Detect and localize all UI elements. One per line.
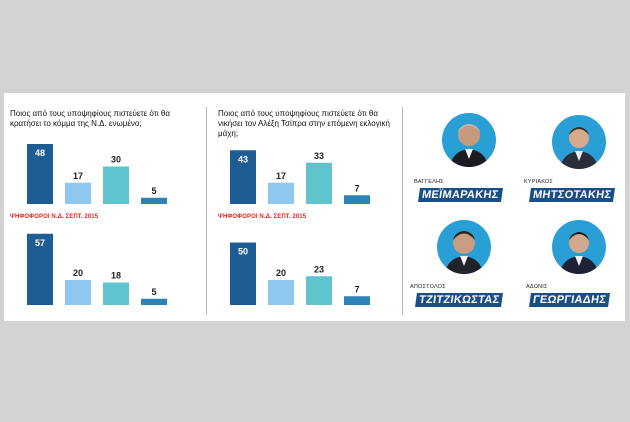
chart-1-group-2-value-label-3: 18	[111, 271, 121, 281]
divider-2	[402, 107, 403, 315]
chart-1-group-1-bar-1	[27, 144, 53, 204]
candidate-3-last-name: ΤΖΙΤΖΙΚΩΣΤΑΣ	[415, 293, 504, 307]
person-icon	[445, 231, 483, 274]
candidate-4-portrait	[552, 220, 606, 274]
chart-1-group-1-bar-3	[103, 166, 129, 204]
chart-1-group-2-bar-4	[141, 298, 167, 305]
chart-2-group-2-value-label-3: 23	[314, 264, 324, 274]
chart-2-group-2-bar-2	[268, 280, 294, 305]
chart-1-group-2-bar-3	[103, 282, 129, 305]
chart-1-group-2-value-label-2: 20	[73, 268, 83, 278]
person-icon	[560, 127, 598, 169]
chart-2-group-2-value-label-2: 20	[276, 268, 286, 278]
candidate-1-first-name: ΒΑΓΓΕΛΗΣ	[414, 179, 444, 185]
chart-2-group-2-bar-1	[230, 242, 256, 305]
person-icon	[560, 232, 598, 274]
candidate-2-last-name: ΜΗΤΣΟΤΑΚΗΣ	[529, 188, 616, 202]
chart-2-group-1-bar-1	[230, 150, 256, 204]
chart-1-group-2-value-label-1: 57	[35, 238, 45, 248]
chart-2-group-2-bar-4	[344, 296, 370, 305]
candidate-4-first-name: ΑΔΩΝΙΣ	[526, 284, 548, 290]
person-icon	[450, 124, 488, 167]
divider-1	[206, 107, 207, 315]
chart-1-group-1-value-label-3: 30	[111, 155, 121, 165]
chart-1-group-2-bar-1	[27, 233, 53, 305]
chart-2-group-1-bar-3	[306, 162, 332, 204]
chart-1-group-1-value-label-2: 17	[73, 171, 83, 181]
chart-2: 43 17 33 7 50 20 23 7	[230, 150, 370, 305]
candidate-3-portrait	[437, 220, 491, 274]
chart-1-group-2-value-label-4: 5	[151, 287, 156, 297]
candidate-4-last-name: ΓΕΩΡΓΙΑΔΗΣ	[529, 293, 611, 307]
candidate-3-first-name: ΑΠΟΣΤΟΛΟΣ	[410, 284, 446, 290]
candidate-1-last-name: ΜΕΪΜΑΡΑΚΗΣ	[418, 188, 503, 202]
chart-2-group-2-value-label-1: 50	[238, 247, 248, 257]
chart-1-group-1-value-label-4: 5	[151, 186, 156, 196]
chart-2-group-1-bar-4	[344, 195, 370, 204]
chart-1-group-1-bar-4	[141, 197, 167, 204]
chart-1-question: Ποιος από τους υποψηφίους πιστεύετε ότι …	[10, 109, 170, 128]
candidate-2-portrait	[552, 115, 606, 169]
candidate-1-portrait	[442, 113, 496, 167]
chart-2-group-1-value-label-4: 7	[354, 183, 359, 193]
chart-1-group-2-label: ΨΗΦΟΦΟΡΟΙ Ν.Δ. ΣΕΠΤ. 2015	[10, 214, 99, 220]
chart-2-group-1-bar-2	[268, 182, 294, 204]
chart-2-group-1-value-label-3: 33	[314, 151, 324, 161]
chart-1: 48 17 30 5 57 20 18 5	[27, 144, 167, 305]
chart-1-group-1-bar-2	[65, 182, 91, 204]
chart-1-group-1-value-label-1: 48	[35, 148, 45, 158]
chart-2-question: Ποιος από τους υποψηφίους πιστεύετε ότι …	[218, 109, 390, 138]
chart-2-group-1-value-label-1: 43	[238, 154, 248, 164]
candidate-2-first-name: ΚΥΡΙΑΚΟΣ	[524, 179, 553, 185]
chart-2-group-2-label: ΨΗΦΟΦΟΡΟΙ Ν.Δ. ΣΕΠΤ. 2015	[218, 214, 307, 220]
infographic-panel: Ποιος από τους υποψηφίους πιστεύετε ότι …	[4, 93, 625, 321]
chart-2-group-2-value-label-4: 7	[354, 284, 359, 294]
chart-2-group-2-bar-3	[306, 276, 332, 305]
chart-2-group-1-value-label-2: 17	[276, 171, 286, 181]
chart-1-group-2-bar-2	[65, 280, 91, 305]
